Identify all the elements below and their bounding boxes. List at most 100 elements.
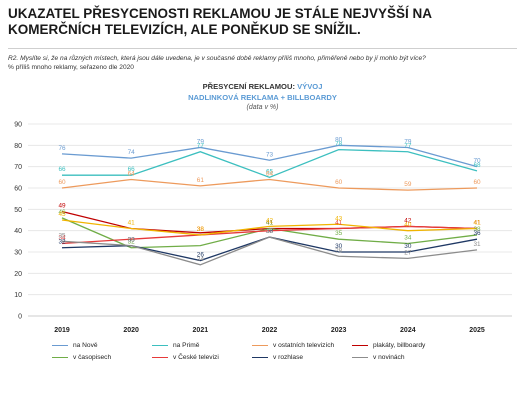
data-label: 60	[58, 179, 66, 186]
data-label: 36	[473, 230, 481, 237]
legend-swatch	[52, 356, 68, 359]
data-label: 45	[58, 211, 66, 218]
y-tick-label: 90	[14, 122, 22, 129]
data-label: 38	[266, 228, 274, 235]
y-tick-label: 80	[14, 143, 22, 150]
data-label: 26	[197, 252, 205, 259]
data-label: 34	[404, 234, 412, 241]
legend-label: na Nově	[73, 342, 98, 349]
y-tick-label: 20	[14, 271, 22, 278]
data-label: 76	[58, 145, 66, 152]
series-line-na-nov	[61, 144, 478, 168]
data-label: 40	[404, 222, 412, 229]
data-label: 61	[197, 177, 205, 184]
series-line-v-ostatn-ch-televiz-ch	[61, 178, 478, 191]
legend-item: v České televizi	[152, 354, 219, 361]
x-tick-label: 2020	[123, 327, 139, 334]
chart-heading-trend: VÝVOJ	[297, 82, 323, 91]
data-label: 60	[335, 179, 343, 186]
data-label: 38	[197, 226, 205, 233]
data-label: 64	[128, 170, 136, 177]
data-label: 35	[58, 232, 66, 239]
chart-heading-prefix: PŘESYCENÍ REKLAMOU:	[202, 82, 298, 91]
data-label: 74	[128, 149, 136, 156]
data-label: 38	[197, 226, 205, 233]
chart-heading-line2: NADLINKOVÁ REKLAMA + BILLBOARDY	[188, 93, 337, 102]
legend-label: v rozhlase	[273, 354, 304, 361]
data-label: 41	[473, 220, 481, 227]
data-label: 73	[266, 151, 274, 158]
legend-swatch	[252, 344, 268, 347]
y-tick-label: 40	[14, 228, 22, 235]
legend-swatch	[152, 356, 168, 359]
data-label: 77	[197, 143, 205, 150]
legend-swatch	[352, 356, 368, 359]
legend-item: v novinách	[352, 354, 405, 361]
x-tick-label: 2022	[262, 327, 278, 334]
data-label: 30	[335, 243, 343, 250]
y-tick-label: 50	[14, 207, 22, 214]
legend-item: na Primě	[152, 342, 199, 349]
y-tick-label: 70	[14, 164, 22, 171]
data-label: 31	[473, 241, 481, 248]
series-line-v-esk-televizi	[61, 225, 478, 245]
data-label: 28	[335, 247, 343, 254]
data-label: 42	[404, 217, 412, 224]
data-label: 41	[335, 220, 343, 227]
legend-swatch	[252, 356, 268, 359]
data-label: 35	[266, 228, 274, 235]
data-label: 64	[266, 170, 274, 177]
data-label: 32	[128, 239, 136, 246]
data-label: 49	[58, 202, 66, 209]
data-label: 46	[58, 209, 66, 216]
data-label: 41	[473, 220, 481, 227]
data-label: 27	[404, 249, 412, 256]
data-label: 65	[266, 168, 274, 175]
legend-label: v časopisech	[73, 354, 112, 361]
title-divider	[8, 48, 517, 49]
data-label: 42	[266, 217, 274, 224]
y-tick-label: 0	[18, 314, 22, 321]
x-tick-label: 2024	[400, 327, 416, 334]
x-tick-label: 2019	[54, 327, 70, 334]
data-label: 66	[128, 166, 136, 173]
data-label: 24	[197, 256, 205, 263]
series-line-na-prim	[62, 148, 478, 179]
data-label: 30	[404, 243, 412, 250]
legend-swatch	[152, 344, 168, 347]
legend-item: v rozhlase	[252, 354, 303, 361]
data-label: 77	[404, 143, 412, 150]
legend-label: v novinách	[373, 354, 405, 361]
sort-note: % příliš mnoho reklamy, seřazeno dle 202…	[8, 64, 134, 71]
legend-item: na Nově	[52, 342, 98, 349]
legend-swatch	[352, 344, 368, 347]
series-line-v-asopisech	[61, 217, 478, 249]
data-label: 41	[266, 220, 274, 227]
data-label: 32	[58, 239, 66, 246]
legend-item: plakáty, billboardy	[352, 342, 425, 349]
legend-item: v časopisech	[52, 354, 111, 361]
data-label: 34	[58, 234, 66, 241]
data-label: 78	[335, 141, 343, 148]
data-label: 41	[128, 220, 136, 227]
y-tick-label: 30	[14, 250, 22, 257]
data-label: 35	[335, 230, 343, 237]
legend-label: na Primě	[173, 342, 200, 349]
survey-question: R2. Myslíte si, že na různých místech, k…	[8, 55, 426, 62]
data-label: 66	[58, 166, 66, 173]
x-tick-label: 2021	[193, 327, 209, 334]
page-title: UKAZATEL PŘESYCENOSTI REKLAMOU JE STÁLE …	[8, 6, 432, 37]
data-label: 70	[473, 158, 481, 165]
data-label: 79	[404, 138, 412, 145]
data-label: 41	[266, 220, 274, 227]
data-label: 79	[197, 138, 205, 145]
data-label: 38	[473, 226, 481, 233]
chart-heading-unit: (data v %)	[246, 104, 279, 111]
data-label: 80	[335, 136, 343, 143]
legend-label: v ostatních televizích	[273, 342, 335, 349]
data-label: 33	[128, 237, 136, 244]
legend-label: plakáty, billboardy	[373, 342, 426, 349]
x-tick-label: 2025	[469, 327, 485, 334]
y-tick-label: 10	[14, 292, 22, 299]
